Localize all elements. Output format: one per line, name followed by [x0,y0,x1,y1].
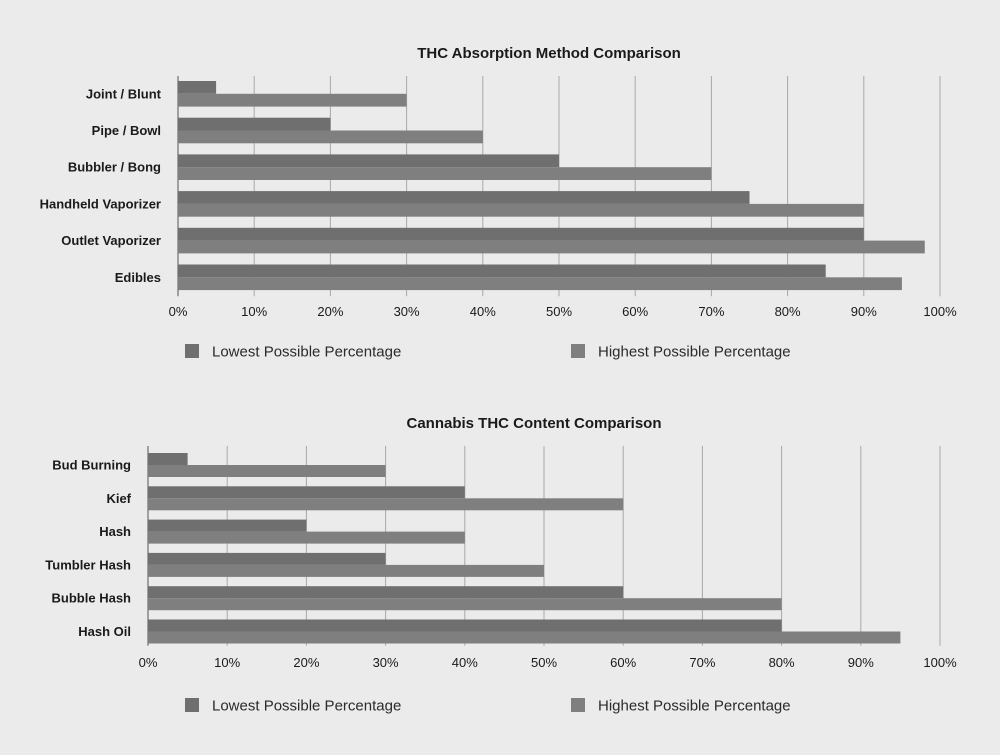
x-tick-label: 30% [373,655,399,670]
legend-label: Lowest Possible Percentage [212,344,401,361]
bar-highest [148,531,465,544]
bar-lowest [148,586,624,599]
x-tick-label: 90% [848,655,874,670]
bar-highest [148,564,544,577]
x-tick-label: 60% [622,304,648,319]
x-tick-label: 40% [470,304,496,319]
category-label: Joint / Blunt [86,86,162,101]
x-tick-label: 100% [923,304,957,319]
x-tick-label: 80% [775,304,801,319]
x-tick-label: 30% [394,304,420,319]
x-tick-label: 50% [531,655,557,670]
bar-highest [178,167,712,180]
category-label: Tumbler Hash [45,557,131,572]
category-label: Hash Oil [78,624,131,639]
x-tick-label: 40% [452,655,478,670]
bar-lowest [178,191,750,204]
chart-title: THC Absorption Method Comparison [417,45,681,62]
x-tick-label: 70% [698,304,724,319]
bar-lowest [148,453,188,465]
category-label: Handheld Vaporizer [40,196,161,211]
x-tick-label: 20% [317,304,343,319]
bar-highest [178,277,902,291]
category-label: Edibles [115,270,161,285]
bar-highest [148,465,386,477]
bar-lowest [148,519,307,532]
bar-lowest [178,117,331,131]
x-tick-label: 10% [214,655,240,670]
bar-highest [178,203,864,217]
x-tick-label: 20% [293,655,319,670]
bar-lowest [148,619,782,632]
bar-highest [148,498,624,511]
x-tick-label: 60% [610,655,636,670]
category-label: Kief [106,491,131,506]
bar-highest [148,598,782,611]
x-tick-label: 100% [923,655,957,670]
legend-swatch [571,344,585,358]
x-tick-label: 70% [689,655,715,670]
legend-swatch [571,698,585,712]
bar-highest [178,93,407,107]
bar-highest [178,240,925,254]
legend-label: Lowest Possible Percentage [212,698,401,715]
x-tick-label: 80% [769,655,795,670]
chart-title: Cannabis THC Content Comparison [406,415,661,432]
category-label: Bubble Hash [52,591,132,606]
x-tick-label: 0% [139,655,158,670]
bar-lowest [178,81,217,94]
bar-lowest [178,154,559,168]
bar-lowest [148,552,386,565]
category-label: Outlet Vaporizer [61,233,161,248]
category-label: Bud Burning [52,458,131,473]
bar-highest [148,631,901,644]
x-tick-label: 10% [241,304,267,319]
legend-swatch [185,698,199,712]
x-tick-label: 50% [546,304,572,319]
legend-swatch [185,344,199,358]
legend-label: Highest Possible Percentage [598,344,791,361]
x-tick-label: 90% [851,304,877,319]
category-label: Hash [99,524,131,539]
bar-highest [178,130,483,144]
x-tick-label: 0% [169,304,188,319]
legend-label: Highest Possible Percentage [598,698,791,715]
category-label: Bubbler / Bong [68,160,161,175]
chart-2: Cannabis THC Content Comparison 0% 10% 20% 3… [45,415,957,715]
bar-lowest [178,227,864,241]
chart-1: THC Absorption Method Comparison 0% 10% 20%… [40,45,957,361]
category-label: Pipe / Bowl [92,123,161,138]
bar-lowest [148,486,465,499]
bar-lowest [178,264,826,278]
